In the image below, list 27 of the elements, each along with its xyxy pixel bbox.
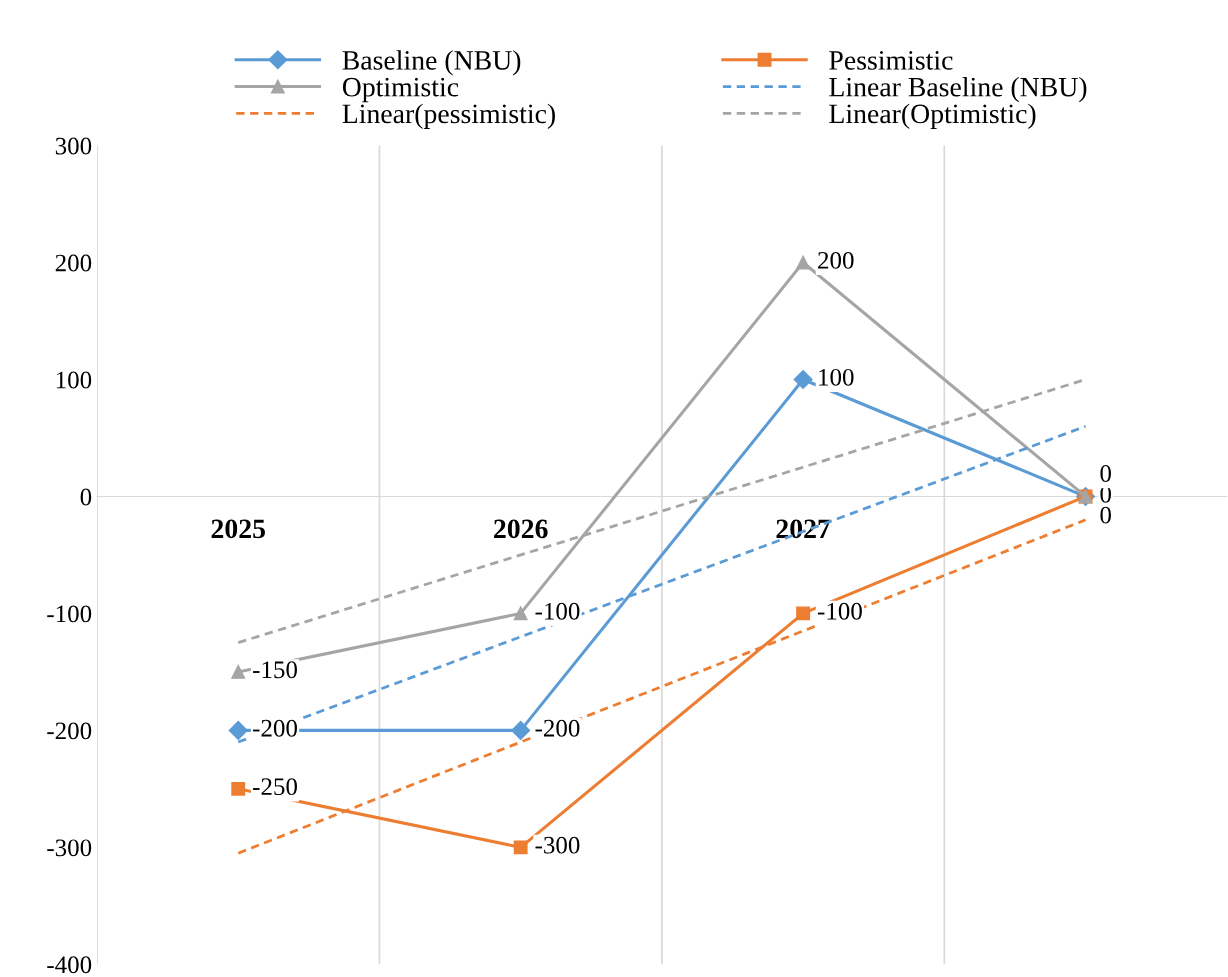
y-tick-label: -300: [47, 839, 92, 857]
legend-label: Pessimistic: [829, 51, 953, 70]
data-label: 100: [819, 368, 854, 386]
data-label: -200: [253, 719, 297, 737]
data-label: 200: [818, 251, 854, 269]
y-tick-label: -100: [47, 605, 92, 623]
y-tick-label: 300: [55, 137, 92, 155]
data-label: -100: [535, 602, 580, 620]
data-label: -250: [253, 778, 297, 796]
legend-label: Linear(pessimistic): [342, 103, 555, 129]
legend-label: Linear Baseline (NBU): [829, 76, 1087, 103]
y-tick-label: -200: [47, 722, 92, 740]
legend-label: Optimistic: [342, 77, 459, 103]
y-tick-label: 0: [80, 488, 92, 506]
data-label: -300: [535, 836, 580, 854]
x-tick-label: 2025: [211, 519, 265, 539]
x-tick-label: 2026: [494, 519, 548, 539]
y-tick-label: 200: [55, 254, 92, 272]
legend-label: Linear(Optimistic): [829, 103, 1036, 129]
data-label: 0: [1100, 506, 1111, 524]
y-tick-label: -400: [47, 956, 92, 974]
data-label: 0: [1100, 465, 1111, 482]
y-tick-label: 100: [56, 371, 92, 389]
data-label: -100: [817, 602, 862, 620]
legend-label: Baseline (NBU): [342, 50, 521, 76]
data-label: -150: [253, 661, 297, 679]
data-label: -200: [535, 719, 580, 737]
